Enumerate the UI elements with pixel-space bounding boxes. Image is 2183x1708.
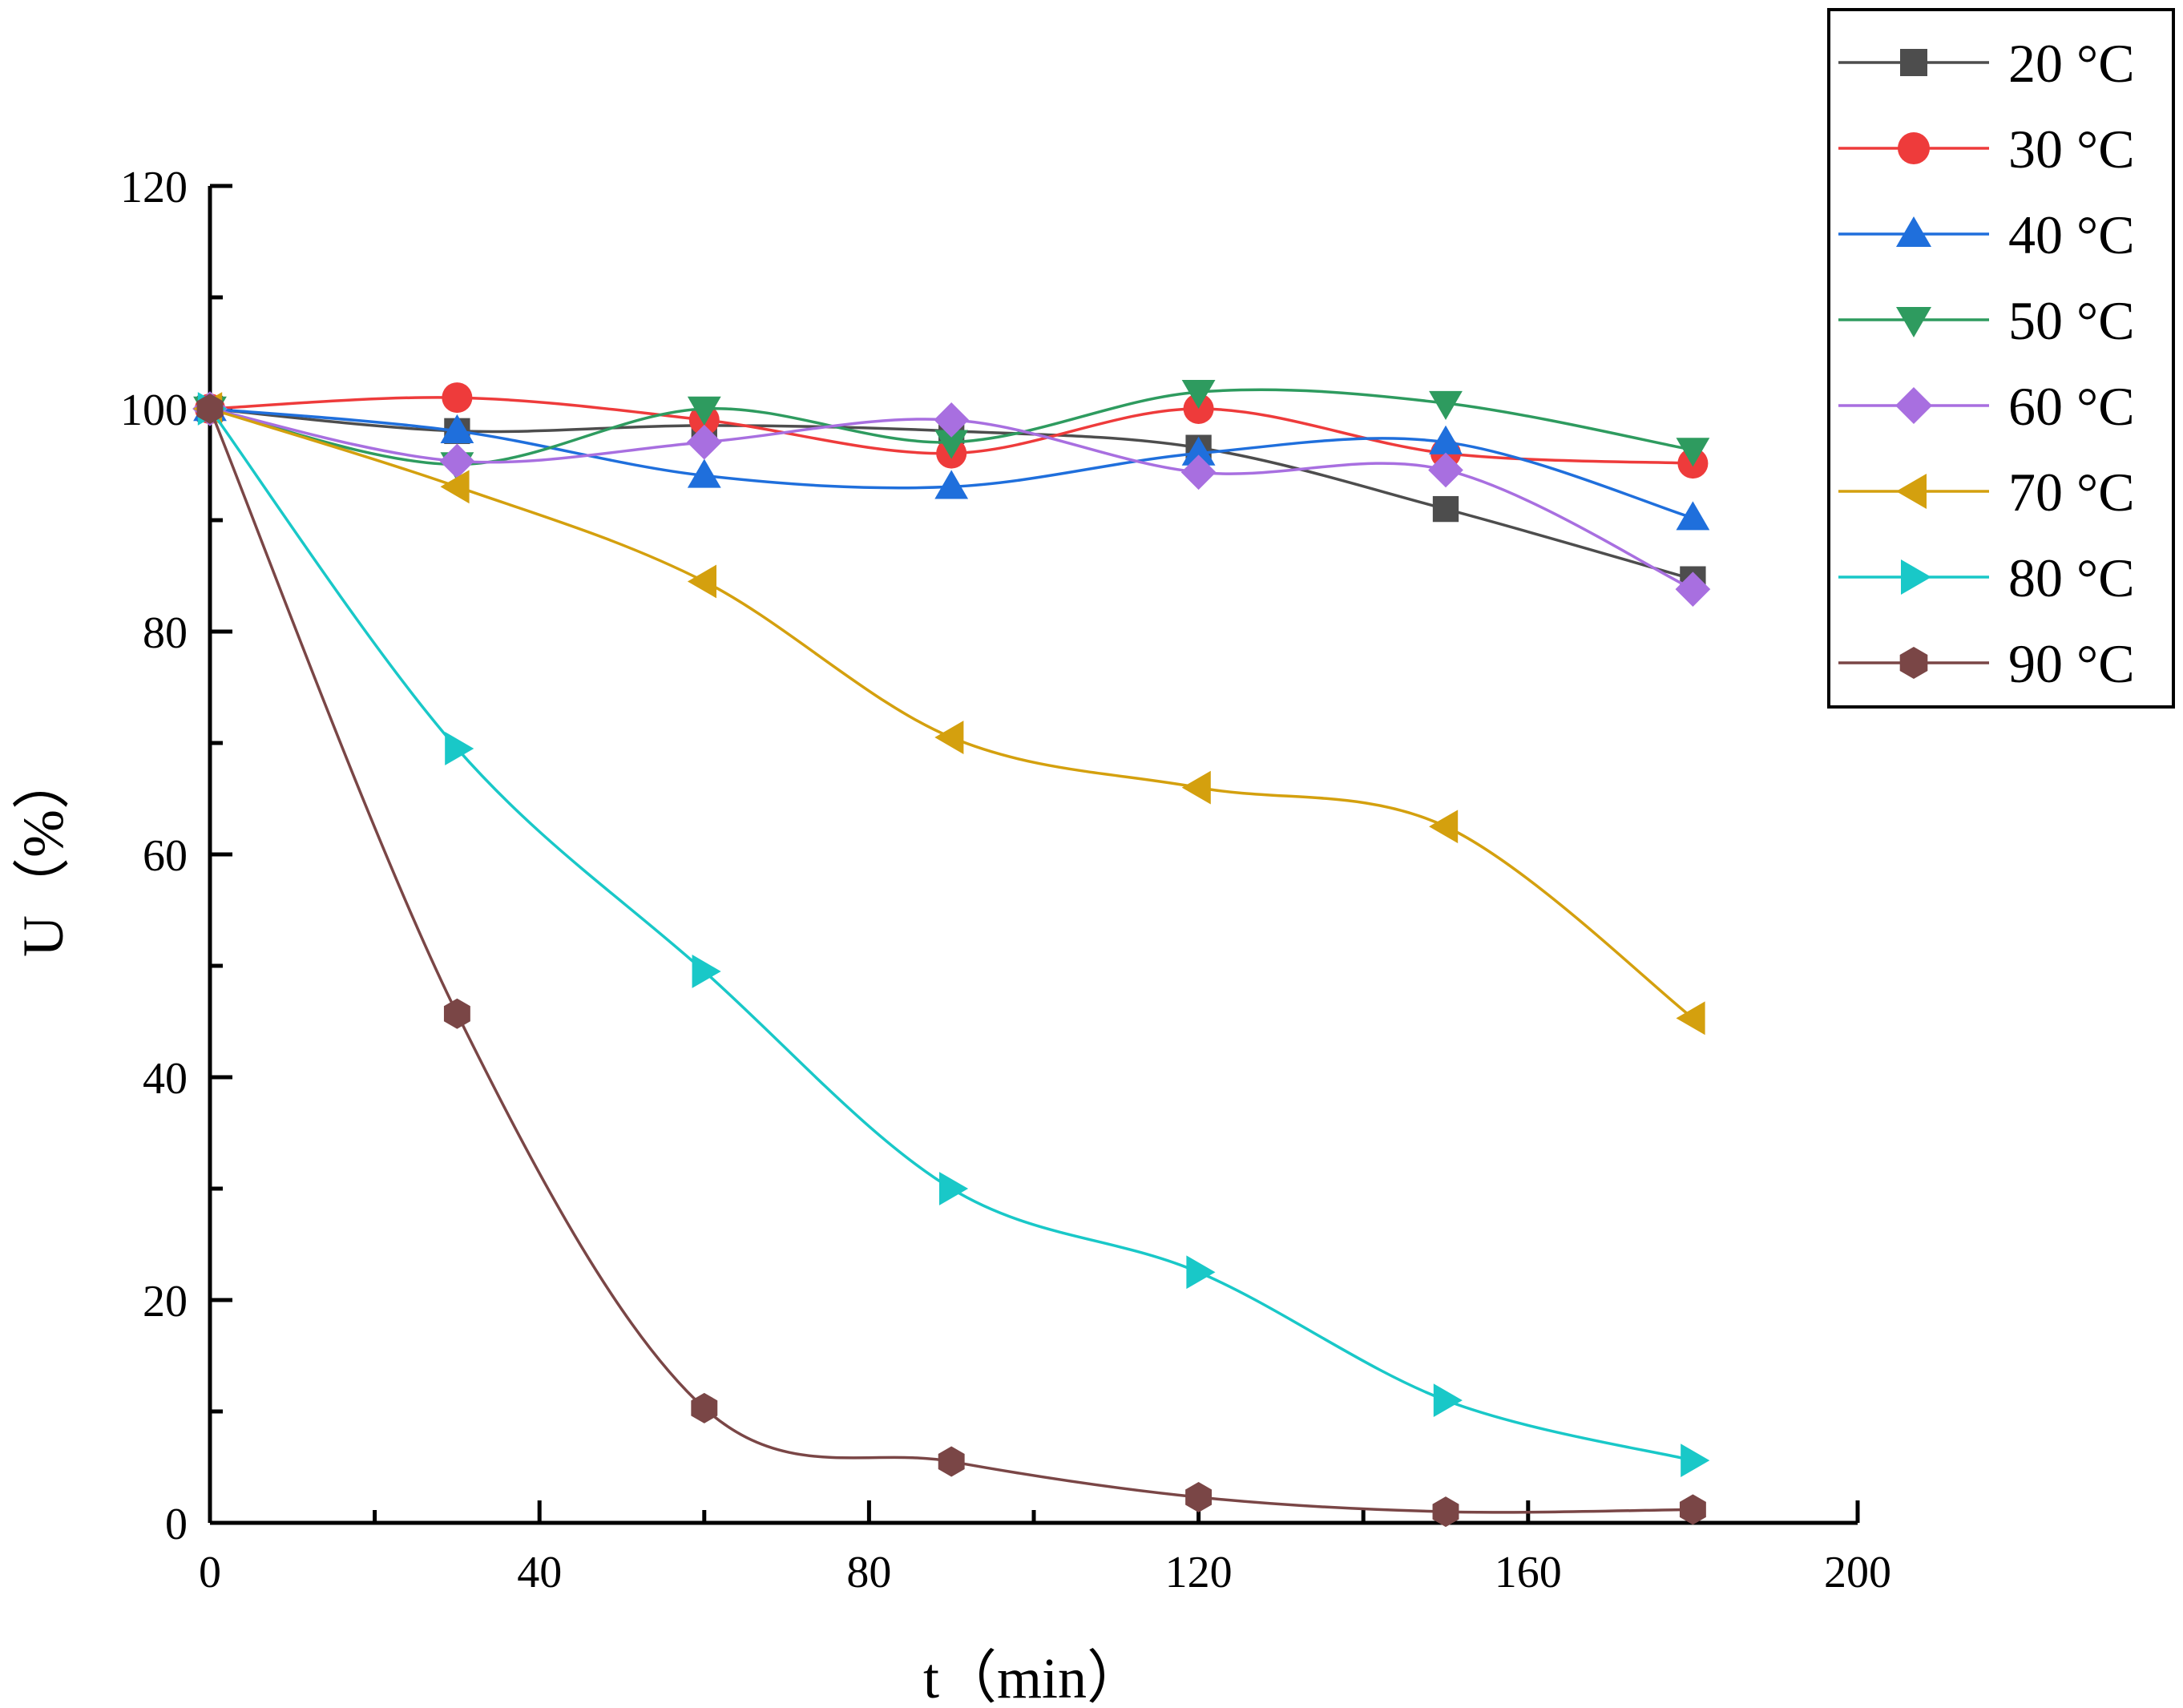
data-point: [938, 1446, 965, 1477]
data-point: [440, 470, 470, 504]
data-point: [1181, 436, 1216, 466]
data-point: [440, 414, 474, 443]
legend-item: 60 °C: [1838, 376, 2135, 437]
legend-label: 60 °C: [2008, 376, 2135, 437]
y-axis-title: U（%）: [11, 752, 75, 957]
data-point: [934, 430, 969, 459]
data-point: [1432, 495, 1459, 523]
legend-box: [1827, 8, 2175, 709]
data-point: [1186, 1255, 1216, 1290]
data-point: [1180, 454, 1217, 491]
data-point: [687, 564, 716, 599]
legend-item: 70 °C: [1838, 462, 2135, 523]
data-point: [1676, 1001, 1705, 1036]
series-layer: [192, 379, 1711, 1528]
data-point: [1185, 1482, 1213, 1513]
legend-item: 50 °C: [1838, 290, 2135, 351]
legend-label: 70 °C: [2008, 462, 2135, 523]
series-line: [209, 407, 1694, 1020]
data-point: [934, 470, 969, 499]
data-point: [196, 394, 224, 424]
legend-marker: [1896, 307, 1931, 337]
data-point: [1429, 425, 1463, 454]
data-point: [443, 998, 470, 1029]
legend-label: 90 °C: [2008, 633, 2135, 694]
data-point: [1676, 438, 1710, 467]
data-point: [1433, 1383, 1463, 1417]
legend-item: 30 °C: [1838, 119, 2135, 180]
legend-item: 80 °C: [1838, 547, 2135, 608]
data-point: [1181, 379, 1216, 410]
y-tick-label: 80: [143, 608, 188, 658]
legend: 20 °C 30 °C 40 °C 50 °C 60 °C 70 °C 80 °C 90 °C: [1827, 8, 2175, 709]
legend-item: 40 °C: [1838, 204, 2135, 265]
data-point: [934, 402, 970, 438]
data-point: [1428, 452, 1463, 488]
data-point: [686, 424, 722, 460]
series-80c: [197, 392, 1710, 1478]
y-tick-label: 0: [165, 1500, 188, 1549]
tick-labels: 0 40 80 120 160 200 0 20 40 60 80 100 120: [120, 163, 1891, 1597]
data-point: [691, 1392, 718, 1423]
data-point: [687, 458, 721, 488]
series-70c: [193, 392, 1705, 1036]
x-tick-label: 120: [1165, 1548, 1233, 1597]
legend-label: 80 °C: [2008, 547, 2135, 608]
legend-marker: [1898, 132, 1930, 164]
legend-item: 90 °C: [1838, 633, 2135, 694]
series-line: [208, 408, 1693, 1514]
data-point: [1429, 390, 1463, 420]
series-line: [208, 407, 1693, 1462]
y-tick-label: 120: [120, 163, 188, 212]
y-tick-label: 100: [120, 386, 188, 435]
legend-label: 20 °C: [2008, 33, 2135, 94]
legend-marker: [1896, 216, 1931, 247]
data-point: [1432, 1496, 1459, 1528]
y-tick-label: 20: [143, 1277, 188, 1326]
legend-label: 50 °C: [2008, 290, 2135, 351]
data-point: [687, 396, 721, 426]
series-90c: [196, 394, 1706, 1528]
data-point: [1681, 1444, 1710, 1478]
x-tick-label: 160: [1495, 1548, 1562, 1597]
data-point: [1429, 810, 1459, 844]
data-point: [939, 1172, 969, 1205]
legend-label: 30 °C: [2008, 119, 2135, 180]
data-point: [1675, 571, 1711, 608]
data-point: [692, 955, 721, 988]
data-point: [1676, 501, 1710, 531]
legend-marker: [1900, 49, 1927, 76]
data-point: [445, 732, 474, 765]
legend-item: 20 °C: [1838, 33, 2135, 94]
x-tick-label: 80: [846, 1548, 891, 1597]
x-tick-label: 200: [1824, 1548, 1891, 1597]
data-point: [442, 382, 473, 414]
data-point: [1181, 770, 1211, 805]
x-tick-label: 0: [199, 1548, 221, 1597]
legend-marker: [1896, 474, 1927, 509]
series-60c: [192, 391, 1711, 608]
legend-marker: [1899, 647, 1928, 679]
data-point: [1679, 1494, 1706, 1525]
x-axis-title: t（min）: [923, 1646, 1144, 1708]
legend-label: 40 °C: [2008, 204, 2135, 265]
legend-marker: [1901, 559, 1931, 595]
data-point: [439, 443, 475, 479]
legend-marker: [1895, 387, 1932, 424]
x-tick-label: 40: [517, 1548, 562, 1597]
y-tick-label: 60: [143, 831, 188, 881]
y-tick-label: 40: [143, 1054, 188, 1104]
data-point: [934, 721, 964, 754]
